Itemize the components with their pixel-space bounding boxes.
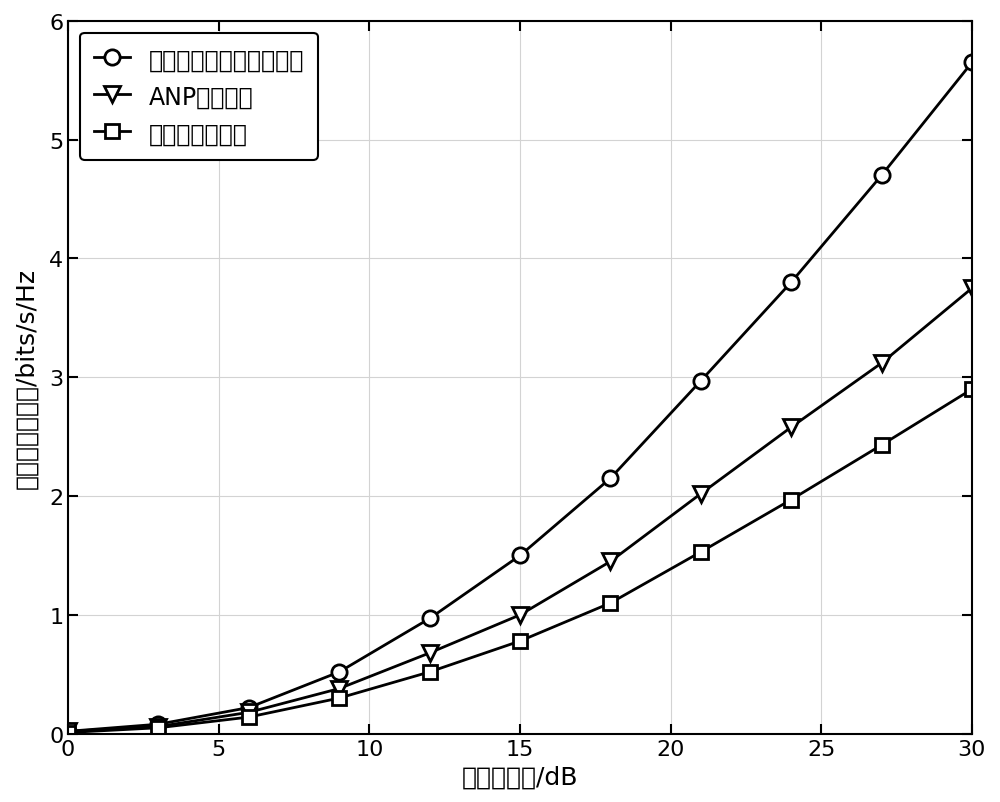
所提出的联合预编码方案: [152, 719, 164, 729]
所提出的联合预编码方案: [333, 667, 345, 677]
ANP传输方案: [152, 722, 164, 731]
Y-axis label: 系统安全和速率/bits/s/Hz: 系统安全和速率/bits/s/Hz: [14, 267, 38, 488]
所提出的联合预编码方案: [876, 172, 888, 181]
所提出的联合预编码方案: [514, 551, 526, 561]
最大比发送方案: [62, 727, 74, 737]
最大比发送方案: [604, 598, 616, 608]
所提出的联合预编码方案: [424, 614, 436, 623]
所提出的联合预编码方案: [243, 703, 255, 712]
ANP传输方案: [333, 684, 345, 694]
ANP传输方案: [966, 284, 978, 294]
最大比发送方案: [152, 723, 164, 733]
所提出的联合预编码方案: [62, 727, 74, 736]
最大比发送方案: [243, 712, 255, 722]
最大比发送方案: [785, 495, 797, 504]
Line: 最大比发送方案: 最大比发送方案: [61, 383, 979, 739]
最大比发送方案: [424, 667, 436, 677]
所提出的联合预编码方案: [966, 59, 978, 68]
ANP传输方案: [876, 358, 888, 368]
ANP传输方案: [62, 727, 74, 736]
X-axis label: 发送总功率/dB: 发送总功率/dB: [462, 764, 578, 788]
Line: 所提出的联合预编码方案: 所提出的联合预编码方案: [60, 56, 980, 739]
ANP传输方案: [243, 707, 255, 717]
ANP传输方案: [424, 648, 436, 658]
ANP传输方案: [604, 557, 616, 566]
所提出的联合预编码方案: [785, 278, 797, 288]
最大比发送方案: [876, 440, 888, 450]
Line: ANP传输方案: ANP传输方案: [60, 281, 980, 739]
ANP传输方案: [514, 610, 526, 620]
ANP传输方案: [695, 489, 707, 499]
最大比发送方案: [695, 548, 707, 557]
最大比发送方案: [333, 694, 345, 703]
ANP传输方案: [785, 423, 797, 432]
最大比发送方案: [966, 385, 978, 395]
Legend: 所提出的联合预编码方案, ANP传输方案, 最大比发送方案: 所提出的联合预编码方案, ANP传输方案, 最大比发送方案: [80, 34, 318, 160]
所提出的联合预编码方案: [604, 474, 616, 484]
最大比发送方案: [514, 637, 526, 646]
所提出的联合预编码方案: [695, 377, 707, 387]
